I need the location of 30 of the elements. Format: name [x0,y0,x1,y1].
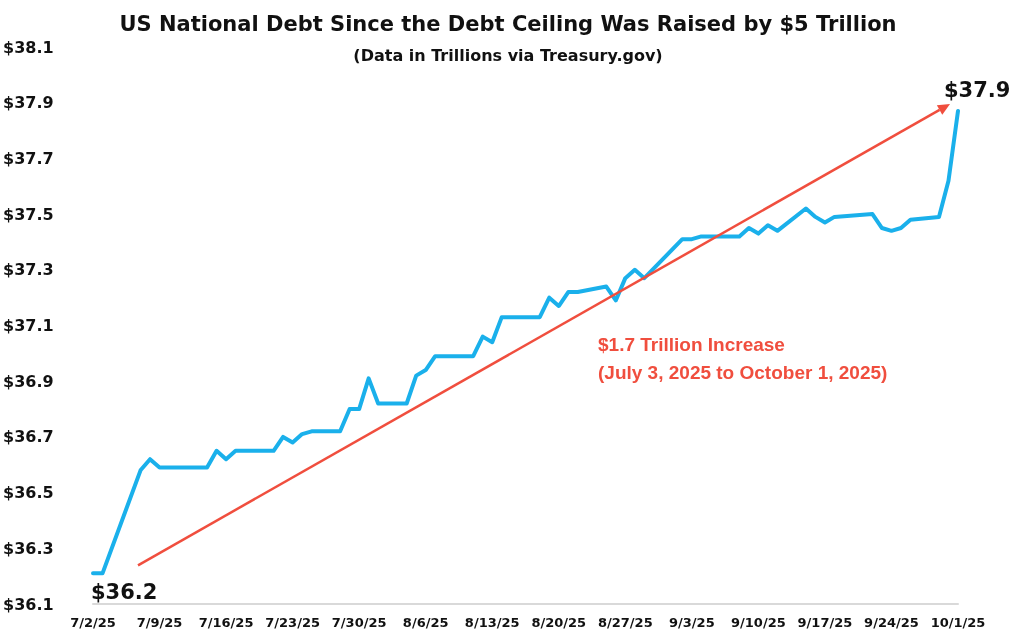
chart-subtitle: (Data in Trillions via Treasury.gov) [353,45,663,65]
x-tick-label: 7/23/25 [265,615,320,630]
x-tick-label: 9/3/25 [669,615,715,630]
x-tick-label: 10/1/25 [930,615,986,630]
x-tick-label: 8/27/25 [597,615,653,630]
y-tick-label: $37.7 [3,148,54,168]
x-tick-label: 8/20/25 [531,615,587,630]
y-tick-label: $37.1 [3,316,54,335]
x-tick-label: 9/24/25 [864,615,919,630]
x-tick-label: 8/13/25 [464,615,520,630]
y-tick-label: $36.9 [3,371,54,391]
x-tick-label: 9/17/25 [797,615,853,630]
x-tick-label: 7/2/25 [70,615,116,630]
y-tick-label: $38.1 [3,37,54,57]
y-tick-label: $37.9 [3,93,54,113]
chart-title: US National Debt Since the Debt Ceiling Was Raised by $5 Trillion [119,11,897,36]
y-tick-label: $36.3 [3,538,54,558]
annotation: $1.7 Trillion Increase (July 3, 2025 to October 1, 2025) [598,333,888,383]
x-tick-label: 7/9/25 [136,615,183,630]
x-tick-label: 9/10/25 [731,615,786,630]
y-tick-label: $36.1 [3,594,54,614]
y-tick-label: $37.5 [3,204,54,224]
x-tick-label: 7/16/25 [198,615,254,630]
y-tick-label: $36.7 [3,427,54,447]
y-tick-label: $37.3 [3,260,54,280]
x-tick-label: 8/6/25 [402,615,449,630]
annotation: $36.2 [91,579,158,604]
annotation: $37.9 [944,77,1011,102]
x-tick-label: 7/30/25 [331,615,387,630]
y-tick-label: $36.5 [3,483,54,503]
